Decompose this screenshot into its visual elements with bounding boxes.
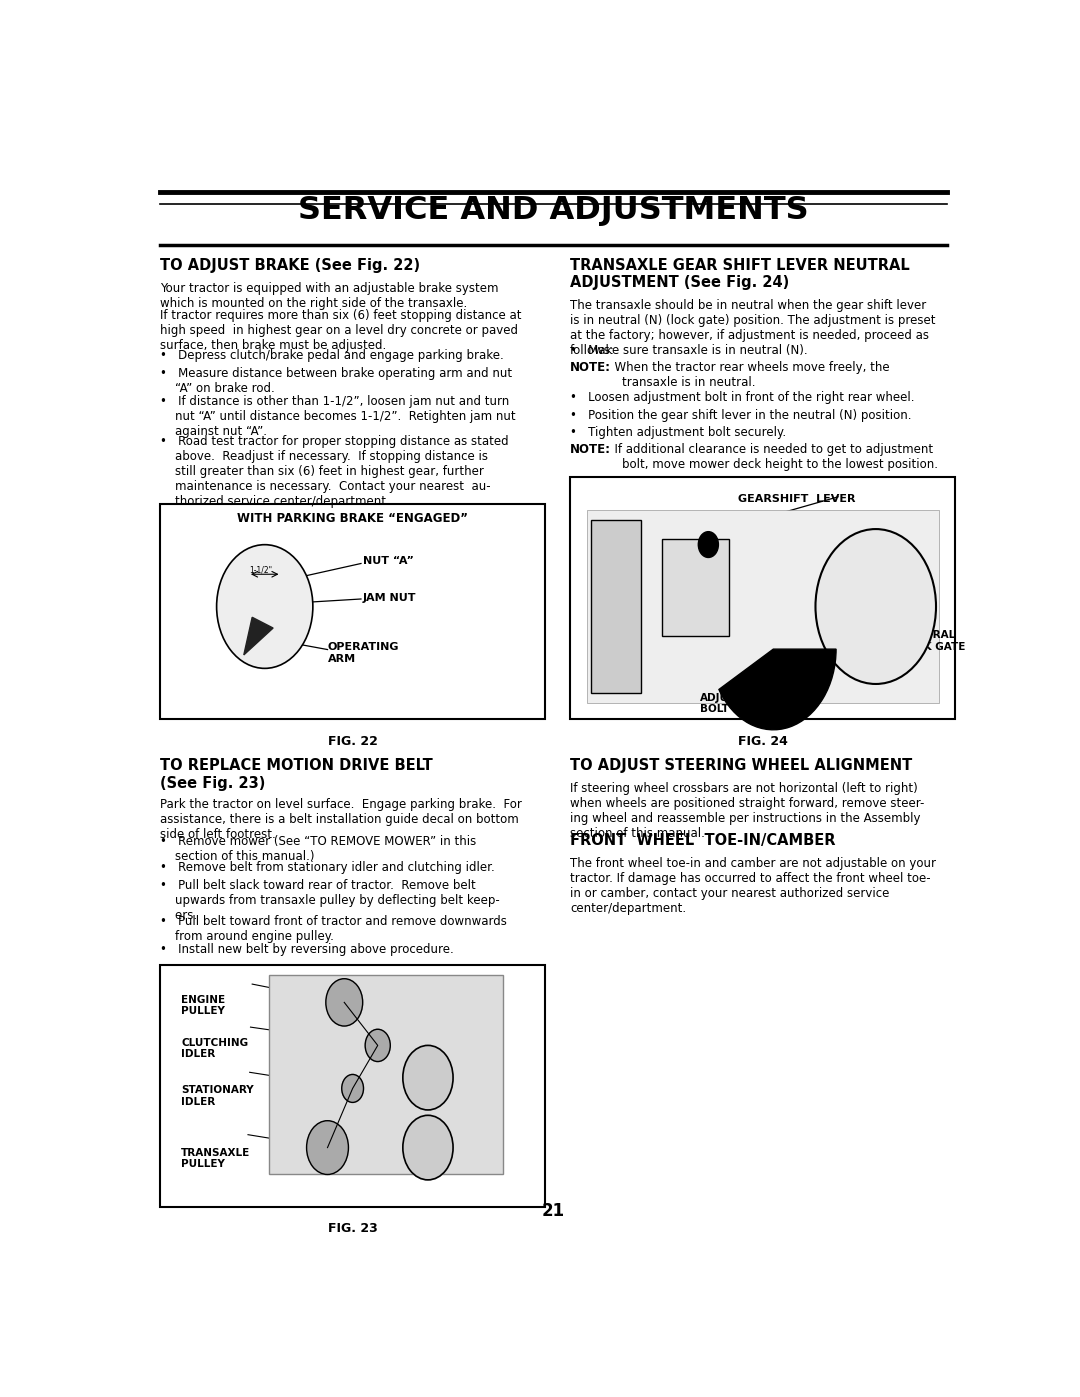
Circle shape (307, 1120, 349, 1175)
Circle shape (326, 979, 363, 1025)
Text: FRONT  WHEEL  TOE-IN/CAMBER: FRONT WHEEL TOE-IN/CAMBER (570, 834, 836, 848)
Text: FIG. 23: FIG. 23 (327, 1222, 378, 1235)
Text: 21: 21 (542, 1201, 565, 1220)
Text: •   Install new belt by reversing above procedure.: • Install new belt by reversing above pr… (160, 943, 454, 956)
Text: NOTE:: NOTE: (570, 362, 611, 374)
Text: •   Make sure transaxle is in neutral (N).: • Make sure transaxle is in neutral (N). (570, 344, 808, 358)
Text: The front wheel toe-in and camber are not adjustable on your
tractor. If damage : The front wheel toe-in and camber are no… (570, 858, 936, 915)
Text: FIG. 24: FIG. 24 (738, 735, 787, 747)
Text: TRANSAXLE GEAR SHIFT LEVER NEUTRAL
ADJUSTMENT (See Fig. 24): TRANSAXLE GEAR SHIFT LEVER NEUTRAL ADJUS… (570, 258, 910, 291)
Text: ENGINE
PULLEY: ENGINE PULLEY (181, 995, 225, 1017)
Text: •   If distance is other than 1-1/2”, loosen jam nut and turn
    nut “A” until : • If distance is other than 1-1/2”, loos… (160, 394, 516, 437)
Text: NOTE:: NOTE: (570, 443, 611, 455)
Bar (662, 539, 729, 636)
Circle shape (699, 532, 718, 557)
Circle shape (403, 1115, 454, 1180)
Text: Your tractor is equipped with an adjustable brake system
which is mounted on the: Your tractor is equipped with an adjusta… (160, 282, 499, 310)
Text: If tractor requires more than six (6) feet stopping distance at
high speed  in h: If tractor requires more than six (6) fe… (160, 309, 522, 352)
FancyBboxPatch shape (570, 478, 956, 719)
Text: TO ADJUST STEERING WHEEL ALIGNMENT: TO ADJUST STEERING WHEEL ALIGNMENT (570, 759, 913, 773)
FancyBboxPatch shape (588, 510, 939, 703)
Circle shape (403, 1045, 454, 1111)
Text: •   Depress clutch/brake pedal and engage parking brake.: • Depress clutch/brake pedal and engage … (160, 349, 504, 362)
Text: NUT “A”: NUT “A” (363, 556, 414, 566)
Text: TRANSAXLE
PULLEY: TRANSAXLE PULLEY (181, 1147, 251, 1169)
Text: STATIONARY
IDLER: STATIONARY IDLER (181, 1085, 254, 1106)
Text: •   Remove belt from stationary idler and clutching idler.: • Remove belt from stationary idler and … (160, 862, 495, 875)
Text: The transaxle should be in neutral when the gear shift lever
is in neutral (N) (: The transaxle should be in neutral when … (570, 299, 935, 356)
Text: •   Remove mower (See “TO REMOVE MOWER” in this
    section of this manual.): • Remove mower (See “TO REMOVE MOWER” in… (160, 834, 476, 862)
Ellipse shape (217, 545, 313, 668)
Text: 1-1/2": 1-1/2" (249, 566, 272, 574)
FancyBboxPatch shape (160, 504, 545, 719)
Text: •   Pull belt slack toward rear of tractor.  Remove belt
    upwards from transa: • Pull belt slack toward rear of tractor… (160, 879, 500, 922)
Text: •   Position the gear shift lever in the neutral (N) position.: • Position the gear shift lever in the n… (570, 408, 912, 422)
Bar (591, 521, 642, 693)
FancyBboxPatch shape (269, 975, 503, 1175)
Text: FIG. 22: FIG. 22 (327, 735, 378, 747)
Text: •   Loosen adjustment bolt in front of the right rear wheel.: • Loosen adjustment bolt in front of the… (570, 391, 915, 404)
Text: •   Road test tractor for proper stopping distance as stated
    above.  Readjus: • Road test tractor for proper stopping … (160, 436, 509, 509)
Circle shape (815, 529, 936, 685)
Text: ADJUSTMENT
BOLT: ADJUSTMENT BOLT (700, 693, 778, 714)
Text: TO ADJUST BRAKE (See Fig. 22): TO ADJUST BRAKE (See Fig. 22) (160, 258, 420, 272)
Text: When the tractor rear wheels move freely, the
    transaxle is in neutral.: When the tractor rear wheels move freely… (607, 362, 890, 390)
Text: If additional clearance is needed to get to adjustment
    bolt, move mower deck: If additional clearance is needed to get… (607, 443, 939, 471)
Text: SERVICE AND ADJUSTMENTS: SERVICE AND ADJUSTMENTS (298, 194, 809, 225)
Text: CLUTCHING
IDLER: CLUTCHING IDLER (181, 1038, 248, 1059)
Text: GEARSHIFT  LEVER: GEARSHIFT LEVER (738, 493, 855, 503)
Text: •   Tighten adjustment bolt securely.: • Tighten adjustment bolt securely. (570, 426, 786, 439)
Circle shape (365, 1030, 390, 1062)
Text: TO REPLACE MOTION DRIVE BELT
(See Fig. 23): TO REPLACE MOTION DRIVE BELT (See Fig. 2… (160, 759, 433, 791)
Text: NEUTRAL
LOCK GATE: NEUTRAL LOCK GATE (901, 630, 966, 652)
Circle shape (341, 1074, 364, 1102)
FancyBboxPatch shape (160, 965, 545, 1207)
Text: If steering wheel crossbars are not horizontal (left to right)
when wheels are p: If steering wheel crossbars are not hori… (570, 782, 924, 840)
Text: Park the tractor on level surface.  Engage parking brake.  For
assistance, there: Park the tractor on level surface. Engag… (160, 798, 522, 841)
Text: •   Measure distance between brake operating arm and nut
    “A” on brake rod.: • Measure distance between brake operati… (160, 366, 512, 394)
Wedge shape (719, 650, 836, 729)
Polygon shape (244, 617, 273, 655)
Text: OPERATING
ARM: OPERATING ARM (327, 643, 399, 664)
Text: WITH PARKING BRAKE “ENGAGED”: WITH PARKING BRAKE “ENGAGED” (238, 511, 468, 525)
Text: JAM NUT: JAM NUT (363, 592, 416, 602)
Text: •   Pull belt toward front of tractor and remove downwards
    from around engin: • Pull belt toward front of tractor and … (160, 915, 507, 943)
